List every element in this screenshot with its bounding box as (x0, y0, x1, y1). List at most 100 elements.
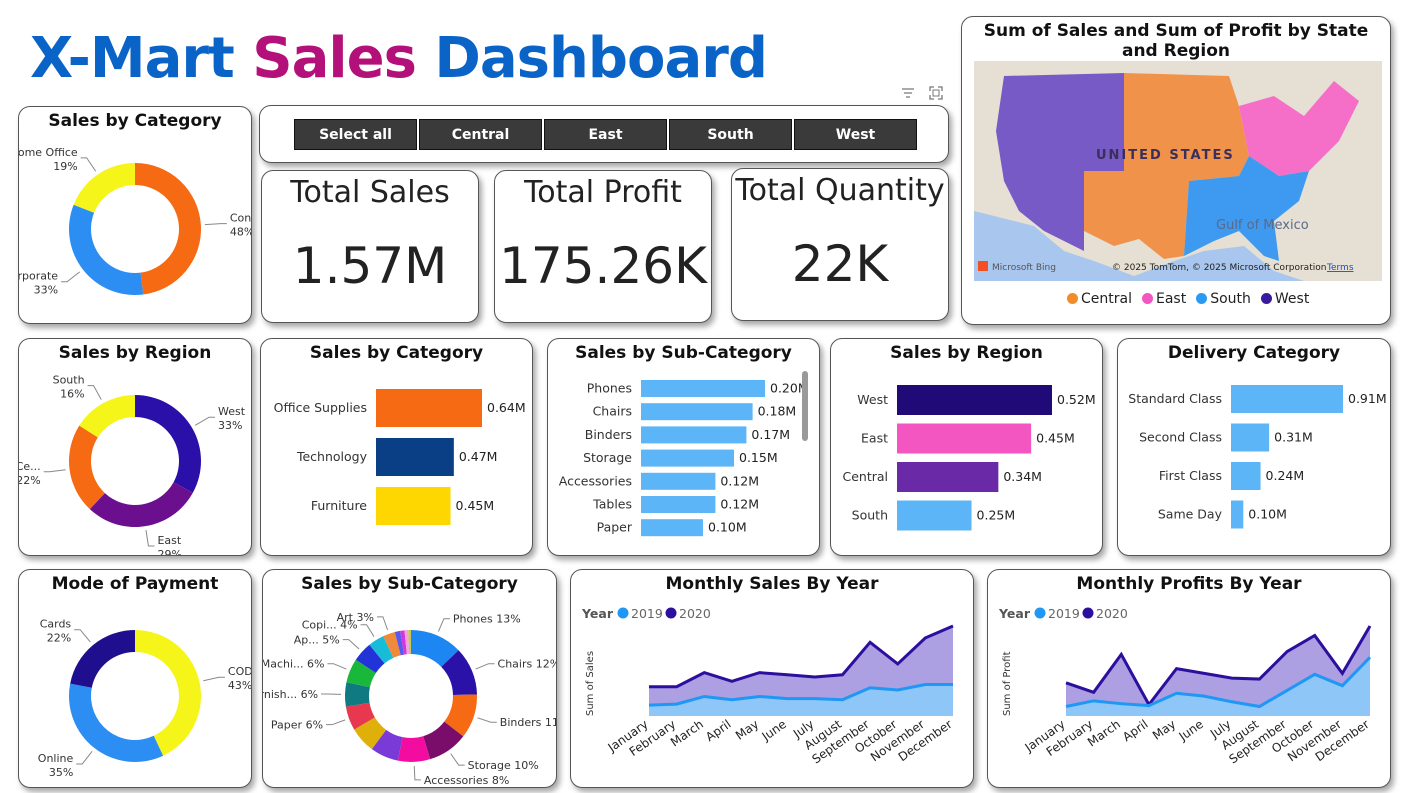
legend-dot[interactable] (1082, 607, 1094, 619)
legend-dot[interactable] (1034, 607, 1046, 619)
bar-category-chart[interactable]: Office Supplies 0.64M Technology 0.47M Furni… (261, 365, 532, 555)
card-donut-subcategory[interactable]: Sales by Sub-Category Phones 13% Chairs 1… (262, 569, 557, 788)
donut-slice[interactable] (400, 630, 407, 655)
bar-delivery-chart[interactable]: Standard Class 0.91M Second Class 0.31M Firs… (1118, 365, 1390, 555)
bar[interactable] (897, 423, 1032, 454)
us-map[interactable]: UNITED STATES Gulf of Mexico Microsoft B… (974, 61, 1382, 281)
slicer-central[interactable]: Central (419, 119, 542, 150)
card-bar-delivery[interactable]: Delivery Category Standard Class 0.91M Sec… (1117, 338, 1391, 556)
card-bar-region[interactable]: Sales by Region West 0.52M East 0.45M Centra… (830, 338, 1103, 556)
line-2019[interactable] (1065, 656, 1372, 709)
donut-slice[interactable] (441, 650, 477, 696)
leader-line[interactable] (80, 157, 97, 172)
bar[interactable] (641, 403, 753, 421)
bar[interactable] (641, 519, 703, 537)
donut-slice[interactable] (423, 721, 464, 760)
map-terms-link[interactable]: Terms (1326, 263, 1354, 273)
donut-slice[interactable] (355, 644, 385, 673)
bar[interactable] (1231, 462, 1261, 490)
leader-line[interactable] (327, 663, 347, 670)
area-2019[interactable] (1066, 657, 1370, 716)
bar-region-chart[interactable]: West 0.52M East 0.45M Central 0.34M South 0.25M (831, 365, 1102, 555)
donut-subcategory-chart[interactable]: Phones 13% Chairs 12% Binders 11% Storage 1… (263, 596, 556, 788)
donut-slice[interactable] (346, 659, 376, 688)
kpi-total-profit[interactable]: Total Profit 175.26K (494, 170, 712, 323)
area-2019[interactable] (649, 684, 953, 716)
leader-line[interactable] (437, 618, 450, 632)
leader-line[interactable] (194, 416, 216, 426)
leader-line[interactable] (76, 751, 93, 765)
leader-line[interactable] (87, 385, 102, 400)
donut-slice[interactable] (345, 682, 370, 707)
card-area-profit[interactable]: Monthly Profits By Year Year 2019 2020 Sum … (987, 569, 1391, 788)
bar[interactable] (1231, 385, 1343, 413)
filter-icon[interactable] (901, 86, 915, 100)
bar[interactable] (376, 389, 482, 427)
bar-subcategory-chart[interactable]: Phones 0.20M Chairs 0.18M Binders 0.17M Storag… (548, 365, 819, 555)
slicer-west[interactable]: West (794, 119, 917, 150)
leader-line[interactable] (450, 753, 465, 766)
region-central[interactable] (1084, 73, 1249, 259)
card-donut-category[interactable]: Sales by Category Consu...48% Corporate33… (18, 106, 252, 324)
bar[interactable] (641, 449, 734, 467)
donut-slice[interactable] (369, 636, 394, 664)
line-2020[interactable] (1065, 625, 1372, 708)
kpi-total-quantity[interactable]: Total Quantity 22K (731, 168, 949, 321)
leader-line[interactable] (475, 663, 495, 670)
donut-slice[interactable] (397, 736, 431, 762)
bar[interactable] (897, 500, 972, 531)
leader-line[interactable] (326, 719, 346, 726)
slicer-select-all[interactable]: Select all (294, 119, 417, 150)
line-2020[interactable] (649, 624, 954, 689)
region-south[interactable] (1184, 156, 1309, 261)
donut-slice[interactable] (394, 630, 405, 656)
leader-line[interactable] (204, 223, 227, 226)
bar[interactable] (897, 385, 1052, 415)
donut-slice[interactable] (404, 630, 410, 655)
map-card[interactable]: Sum of Sales and Sum of Profit by State … (961, 16, 1391, 325)
card-bar-category[interactable]: Sales by Category Office Supplies 0.64M Te… (260, 338, 533, 556)
kpi-total-sales[interactable]: Total Sales 1.57M (261, 170, 479, 323)
bar[interactable] (376, 438, 454, 476)
card-area-sales[interactable]: Monthly Sales By Year Year 2019 2020 Sum of… (570, 569, 974, 788)
donut-slice[interactable] (70, 630, 135, 688)
donut-slice[interactable] (135, 163, 202, 295)
donut-slice[interactable] (69, 425, 105, 510)
leader-line[interactable] (360, 624, 375, 637)
donut-slice[interactable] (68, 204, 144, 295)
bar[interactable] (376, 487, 451, 525)
focus-mode-icon[interactable] (929, 86, 943, 100)
slicer-east[interactable]: East (544, 119, 667, 150)
line-2019[interactable] (648, 683, 953, 707)
donut-slice[interactable] (383, 632, 401, 658)
leader-line[interactable] (61, 271, 80, 283)
region-west[interactable] (996, 73, 1124, 251)
donut-slice[interactable] (345, 702, 375, 730)
donut-slice[interactable] (408, 630, 411, 655)
leader-line[interactable] (43, 469, 66, 473)
leader-line[interactable] (145, 530, 155, 547)
bar[interactable] (641, 472, 716, 490)
card-bar-subcategory[interactable]: Sales by Sub-Category Phones 0.20M Chairs 0… (547, 338, 820, 556)
leader-line[interactable] (203, 676, 225, 682)
leader-line[interactable] (477, 717, 497, 723)
legend-dot[interactable] (617, 607, 629, 619)
bar[interactable] (641, 496, 716, 513)
bar[interactable] (897, 462, 999, 492)
donut-slice[interactable] (79, 395, 135, 438)
leader-line[interactable] (74, 629, 91, 643)
donut-slice[interactable] (371, 729, 403, 761)
donut-slice[interactable] (411, 630, 459, 667)
donut-slice[interactable] (354, 717, 387, 750)
bar[interactable] (1231, 500, 1244, 529)
donut-slice[interactable] (69, 683, 164, 762)
legend-dot[interactable] (665, 607, 677, 619)
bar[interactable] (1231, 423, 1270, 452)
bar[interactable] (641, 380, 765, 397)
